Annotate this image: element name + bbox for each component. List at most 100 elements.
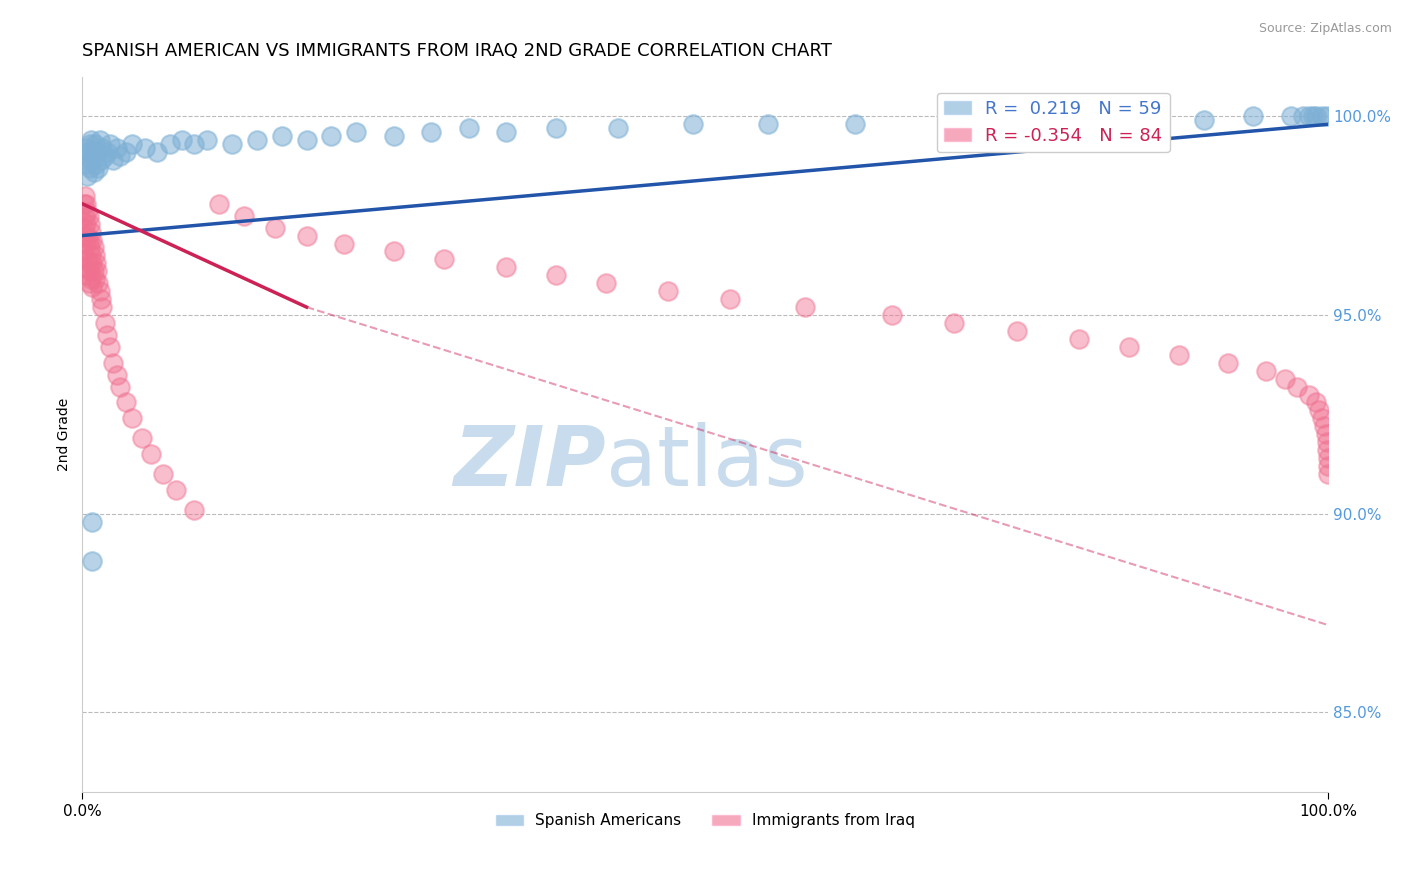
- Point: [103, 356, 125, 370]
- Point: [80, 248, 103, 262]
- Point: [77, 233, 100, 247]
- Point: [1274, 371, 1296, 385]
- Point: [183, 137, 205, 152]
- Point: [83, 137, 105, 152]
- Point: [72, 248, 94, 262]
- Point: [89, 133, 111, 147]
- Text: Source: ZipAtlas.com: Source: ZipAtlas.com: [1258, 22, 1392, 36]
- Y-axis label: 2nd Grade: 2nd Grade: [58, 398, 72, 471]
- Point: [72, 196, 94, 211]
- Point: [75, 268, 97, 283]
- Point: [83, 272, 105, 286]
- Point: [295, 133, 318, 147]
- Point: [91, 300, 114, 314]
- Point: [170, 133, 193, 147]
- Point: [121, 137, 143, 152]
- Point: [657, 284, 679, 298]
- Point: [183, 503, 205, 517]
- Point: [72, 220, 94, 235]
- Point: [943, 316, 966, 330]
- Point: [96, 327, 118, 342]
- Point: [83, 248, 105, 262]
- Point: [76, 169, 98, 183]
- Point: [595, 277, 617, 291]
- Point: [80, 153, 103, 167]
- Point: [333, 236, 356, 251]
- Point: [72, 149, 94, 163]
- Point: [96, 145, 118, 160]
- Point: [544, 268, 567, 283]
- Point: [457, 121, 479, 136]
- Point: [1005, 324, 1028, 338]
- Point: [77, 145, 100, 160]
- Point: [1315, 427, 1337, 442]
- Point: [73, 228, 96, 243]
- Point: [1118, 340, 1140, 354]
- Point: [79, 161, 101, 175]
- Point: [495, 260, 517, 275]
- Point: [87, 161, 110, 175]
- Point: [146, 145, 169, 160]
- Point: [1298, 109, 1320, 123]
- Point: [1317, 467, 1340, 481]
- Point: [82, 554, 104, 568]
- Point: [233, 209, 256, 223]
- Point: [91, 141, 114, 155]
- Point: [103, 153, 125, 167]
- Point: [1316, 109, 1339, 123]
- Point: [718, 292, 741, 306]
- Point: [76, 252, 98, 267]
- Point: [83, 240, 105, 254]
- Point: [89, 284, 111, 298]
- Point: [86, 264, 108, 278]
- Point: [82, 280, 104, 294]
- Point: [98, 340, 121, 354]
- Point: [295, 228, 318, 243]
- Point: [270, 129, 292, 144]
- Point: [79, 137, 101, 152]
- Point: [1192, 113, 1215, 128]
- Point: [208, 196, 231, 211]
- Point: [1279, 109, 1302, 123]
- Point: [1316, 443, 1339, 458]
- Point: [1254, 364, 1277, 378]
- Point: [73, 189, 96, 203]
- Point: [131, 431, 153, 445]
- Point: [105, 368, 128, 382]
- Point: [1305, 109, 1327, 123]
- Point: [1310, 109, 1333, 123]
- Point: [246, 133, 269, 147]
- Point: [93, 149, 115, 163]
- Text: SPANISH AMERICAN VS IMMIGRANTS FROM IRAQ 2ND GRADE CORRELATION CHART: SPANISH AMERICAN VS IMMIGRANTS FROM IRAQ…: [83, 42, 832, 60]
- Point: [82, 515, 104, 529]
- Point: [321, 129, 343, 144]
- Point: [793, 300, 815, 314]
- Point: [165, 483, 187, 497]
- Legend: Spanish Americans, Immigrants from Iraq: Spanish Americans, Immigrants from Iraq: [489, 807, 921, 834]
- Point: [82, 233, 104, 247]
- Point: [115, 145, 138, 160]
- Point: [90, 153, 112, 167]
- Point: [1316, 435, 1339, 450]
- Point: [75, 236, 97, 251]
- Point: [682, 117, 704, 131]
- Point: [79, 217, 101, 231]
- Point: [1167, 348, 1189, 362]
- Point: [77, 277, 100, 291]
- Point: [1310, 411, 1333, 425]
- Point: [159, 137, 181, 152]
- Point: [75, 217, 97, 231]
- Point: [87, 277, 110, 291]
- Point: [134, 141, 156, 155]
- Point: [756, 117, 779, 131]
- Point: [1313, 419, 1336, 434]
- Point: [82, 149, 104, 163]
- Point: [221, 137, 243, 152]
- Point: [75, 141, 97, 155]
- Point: [943, 113, 966, 128]
- Point: [83, 264, 105, 278]
- Text: ZIP: ZIP: [453, 423, 606, 503]
- Point: [77, 209, 100, 223]
- Point: [121, 411, 143, 425]
- Point: [195, 133, 218, 147]
